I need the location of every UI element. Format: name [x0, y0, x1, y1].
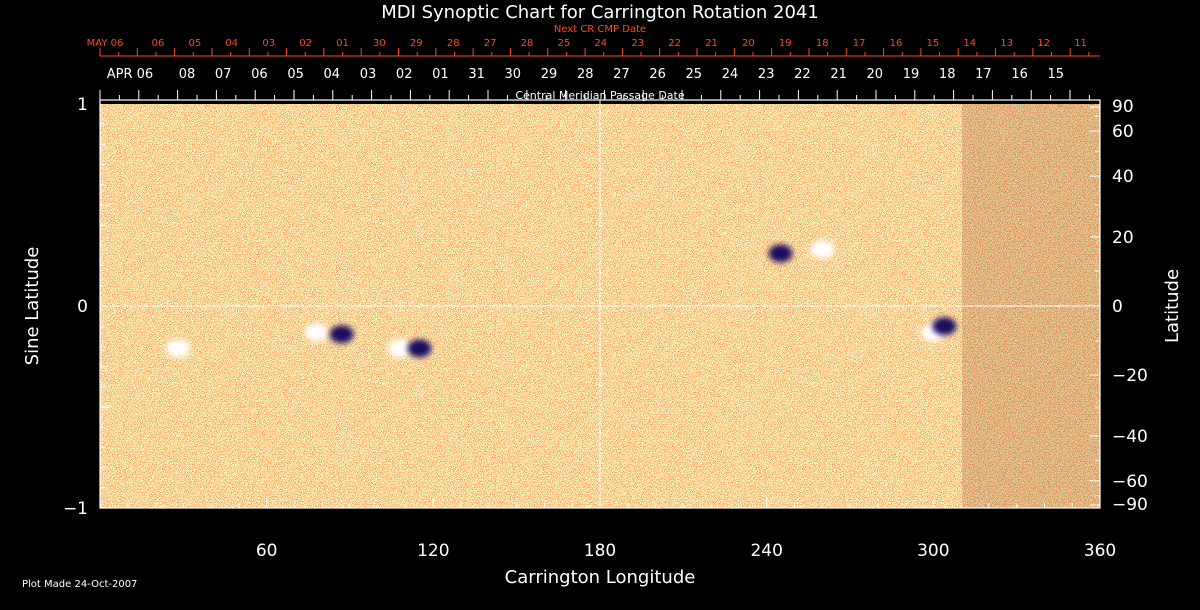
- positive-active-region: [388, 339, 412, 358]
- cmp-axis-label: Central Meridian Passage Date: [515, 89, 684, 102]
- cmp-date: 23: [758, 67, 775, 82]
- positive-active-region: [165, 339, 190, 358]
- x-tick-label: 300: [917, 541, 949, 561]
- negative-active-region: [329, 325, 354, 344]
- positive-active-region: [810, 240, 835, 259]
- cmp-date: 20: [867, 67, 884, 82]
- y-right-tick-label: 90: [1112, 97, 1134, 117]
- next-cr-date: 28: [447, 38, 460, 49]
- next-cr-axis-label: Next CR CMP Date: [554, 24, 646, 35]
- cmp-date: 06: [251, 67, 268, 82]
- y-axis-label-left: Sine Latitude: [22, 247, 43, 366]
- next-cr-date: 04: [225, 38, 238, 49]
- cmp-date: 16: [1011, 67, 1028, 82]
- y-tick-label: 1: [77, 95, 88, 115]
- cmp-date: APR 06: [107, 67, 153, 82]
- next-cr-date: 13: [1000, 38, 1013, 49]
- positive-active-region: [304, 323, 329, 342]
- x-tick-label: 60: [256, 541, 278, 561]
- next-cr-date: 19: [779, 38, 792, 49]
- x-tick-label: 360: [1084, 541, 1116, 561]
- negative-active-region: [768, 244, 793, 263]
- cmp-date: 27: [613, 67, 630, 82]
- x-axis-label: Carrington Longitude: [505, 567, 696, 588]
- next-cr-date: 01: [336, 38, 349, 49]
- next-cr-date: 18: [816, 38, 829, 49]
- next-cr-date: 11: [1074, 38, 1087, 49]
- next-cr-date: 30: [373, 38, 386, 49]
- next-cr-date: 15: [927, 38, 940, 49]
- cmp-date: 17: [975, 67, 992, 82]
- y-right-tick-label: −60: [1112, 472, 1148, 492]
- cmp-date: 05: [287, 67, 304, 82]
- y-right-tick-label: 60: [1112, 122, 1134, 142]
- chart-title: MDI Synoptic Chart for Carrington Rotati…: [381, 2, 819, 23]
- next-cr-date: 20: [742, 38, 755, 49]
- cmp-date: 21: [830, 67, 847, 82]
- y-right-tick-label: −40: [1112, 427, 1148, 447]
- cmp-date: 26: [649, 67, 666, 82]
- next-cr-date: 22: [668, 38, 681, 49]
- negative-active-region: [407, 339, 432, 358]
- y-right-tick-label: −20: [1112, 366, 1148, 386]
- cmp-date: 02: [396, 67, 413, 82]
- cmp-date: 03: [360, 67, 377, 82]
- next-cr-date: 21: [705, 38, 718, 49]
- next-cr-date: 05: [189, 38, 202, 49]
- y-tick-label: −1: [63, 499, 88, 519]
- plot-made-note: Plot Made 24-Oct-2007: [22, 579, 138, 590]
- cmp-date: 08: [179, 67, 196, 82]
- x-tick-label: 240: [750, 541, 782, 561]
- next-cr-date: 02: [299, 38, 312, 49]
- cmp-date: 04: [324, 67, 341, 82]
- y-right-tick-label: −90: [1112, 495, 1148, 515]
- next-cr-date: 25: [558, 38, 571, 49]
- negative-active-region: [932, 317, 957, 336]
- next-cr-date: 29: [410, 38, 423, 49]
- next-cr-date: 23: [631, 38, 644, 49]
- next-cr-date: MAY 06: [87, 38, 124, 49]
- next-cr-date: 17: [853, 38, 866, 49]
- cmp-date: 07: [215, 67, 232, 82]
- next-cr-date: 12: [1037, 38, 1050, 49]
- next-cr-date: 03: [262, 38, 275, 49]
- cmp-date: 25: [686, 67, 703, 82]
- cmp-date: 19: [903, 67, 920, 82]
- x-tick-label: 120: [417, 541, 449, 561]
- next-cr-date: 06: [152, 38, 165, 49]
- cmp-date: 18: [939, 67, 956, 82]
- next-cr-date: 14: [963, 38, 976, 49]
- cmp-date: 30: [505, 67, 522, 82]
- cmp-date: 29: [541, 67, 558, 82]
- cmp-date: 24: [722, 67, 739, 82]
- cmp-date: 01: [432, 67, 449, 82]
- cmp-date: 15: [1048, 67, 1065, 82]
- y-tick-label: 0: [77, 297, 88, 317]
- y-right-tick-label: 0: [1112, 297, 1123, 317]
- x-tick-label: 180: [584, 541, 616, 561]
- y-right-tick-label: 40: [1112, 167, 1134, 187]
- next-cr-date: 24: [594, 38, 607, 49]
- next-cr-date: 16: [890, 38, 903, 49]
- cmp-date: 31: [468, 67, 485, 82]
- next-cr-date: 28: [521, 38, 534, 49]
- y-right-tick-label: 20: [1112, 228, 1134, 248]
- cmp-date: 28: [577, 67, 594, 82]
- y-axis-label-right: Latitude: [1162, 269, 1183, 343]
- cmp-date: 22: [794, 67, 811, 82]
- next-cr-date: 27: [484, 38, 497, 49]
